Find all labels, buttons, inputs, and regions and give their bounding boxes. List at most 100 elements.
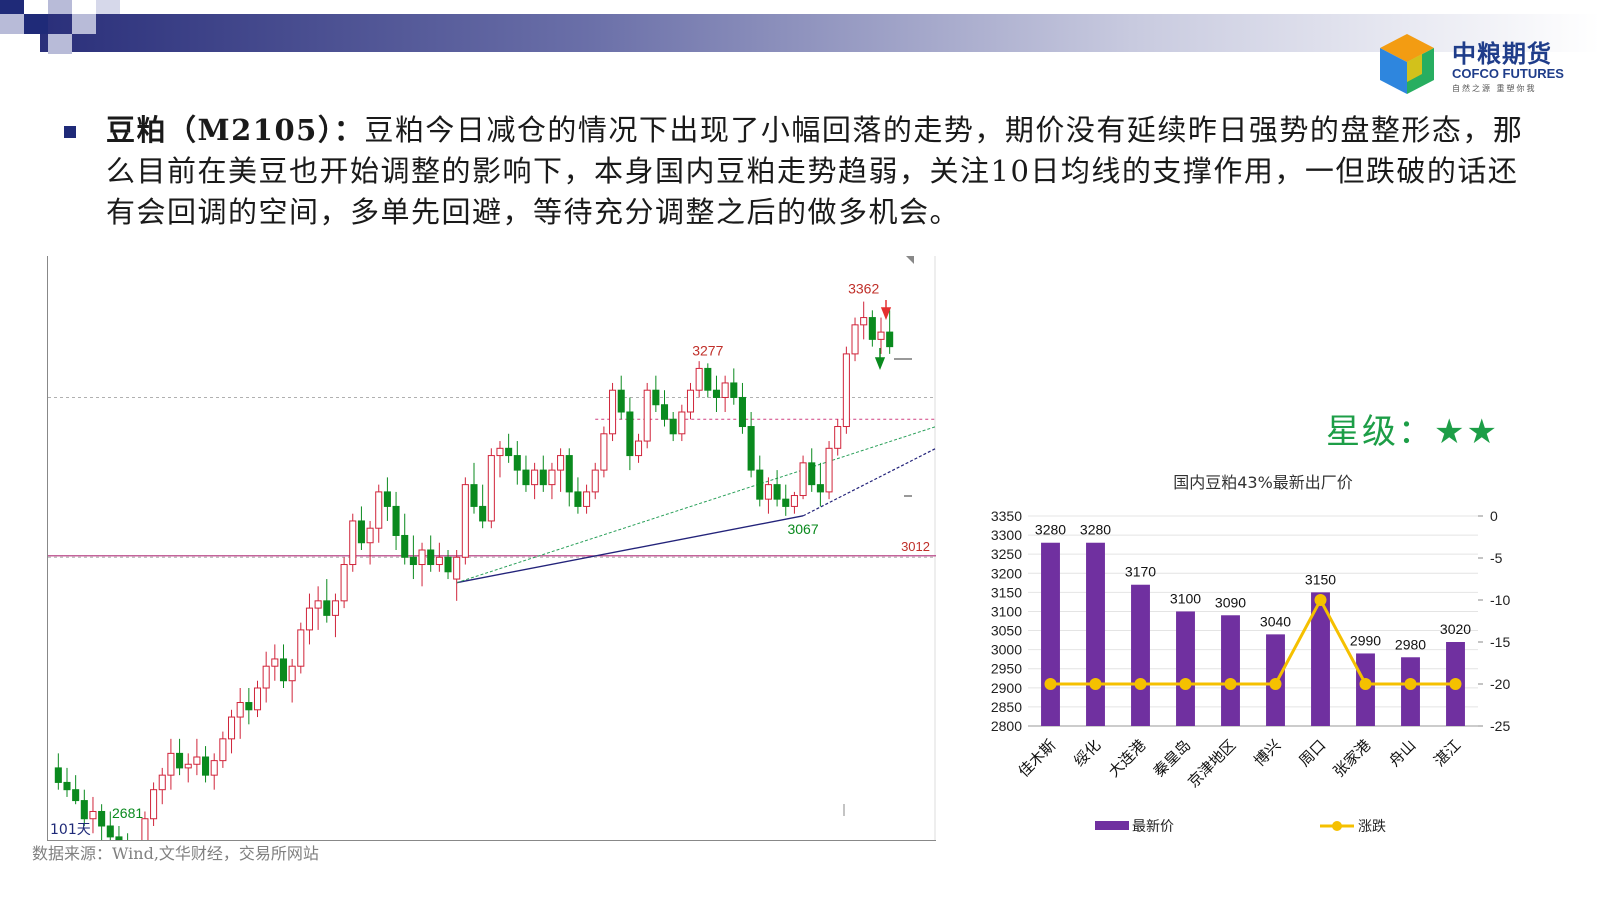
candle-body: [617, 389, 625, 413]
candle-body: [314, 600, 322, 609]
candle-body: [453, 556, 461, 580]
y-tick-label: 3300: [991, 527, 1022, 543]
bar-value-label: 2980: [1395, 636, 1426, 652]
candle-body: [660, 404, 669, 420]
price-bar: [1311, 592, 1330, 726]
y-tick-label: 2950: [991, 661, 1022, 677]
change-point: [1179, 678, 1192, 690]
bar-value-label: 3040: [1260, 613, 1291, 629]
candle-body: [479, 505, 487, 522]
price-annotation: 3362: [848, 281, 879, 297]
candle-body: [54, 767, 62, 783]
bar-value-label: 3090: [1215, 594, 1246, 610]
up-arrow-icon: [880, 300, 892, 321]
candle-body: [89, 810, 97, 820]
price-bar: [1041, 542, 1060, 726]
candle-body: [860, 317, 868, 326]
category-label: 周口: [1295, 736, 1329, 770]
price-bar-plot: 国内豆粕43%最新出厂价 3350 3300 3250 3200 3150 3100 3050…: [991, 473, 1511, 835]
category-label: 京津地区: [1184, 736, 1239, 791]
candle-body: [799, 462, 807, 497]
candle-body: [721, 382, 729, 398]
candle-body: [193, 756, 201, 765]
y-tick-label: 3000: [991, 642, 1022, 658]
candle-body: [548, 469, 556, 486]
candle-body: [487, 455, 495, 522]
legend-marker: [1332, 821, 1342, 831]
candlestick-plot: 3012 3362 3277 3067 2681 101天: [48, 256, 937, 863]
rating-label: 星级：: [1326, 412, 1434, 452]
y-tick-label: 3100: [991, 603, 1022, 619]
rating: 星级：★★: [1326, 404, 1499, 453]
candle-body: [695, 367, 703, 391]
candle-body: [366, 527, 374, 544]
down-arrow-icon: [874, 348, 886, 371]
candle-body: [80, 800, 88, 820]
bar-value-label: 3280: [1080, 522, 1111, 538]
banner-square: [48, 0, 72, 14]
y2-tick-label: -5: [1490, 550, 1503, 566]
logo-slogan: 自然之源 重塑你我: [1452, 84, 1537, 93]
price-bar: [1401, 657, 1420, 726]
change-point: [1314, 594, 1327, 606]
candle-body: [158, 774, 166, 791]
price-bar-chart: 国内豆粕43%最新出厂价 3350 3300 3250 3200 3150 3100 3050…: [960, 470, 1550, 870]
category-label: 大连港: [1105, 736, 1150, 781]
candle-body: [747, 426, 755, 471]
candle-body: [825, 447, 833, 493]
candle-body: [98, 810, 106, 827]
candle-body: [583, 491, 591, 507]
banner-square: [48, 34, 72, 54]
candle-body: [401, 534, 409, 558]
candle-body: [626, 411, 634, 457]
change-point: [1269, 678, 1282, 690]
bar-value-label: 3280: [1035, 522, 1066, 538]
candle-body: [461, 484, 469, 558]
logo-chinese-name: 中粮期货: [1452, 40, 1552, 68]
corner-marker-icon: [906, 256, 914, 264]
candle-body: [184, 763, 192, 769]
candle-body: [756, 469, 764, 500]
y-tick-label: 3050: [991, 623, 1022, 639]
change-point: [1089, 678, 1102, 690]
y2-tick-label: -10: [1490, 592, 1510, 608]
candle-body: [557, 455, 565, 471]
candle-body: [730, 382, 738, 398]
change-point: [1134, 678, 1147, 690]
candle-body: [253, 687, 262, 711]
change-point: [1449, 678, 1462, 690]
company-logo: 中粮期货 COFCO FUTURES 自然之源 重塑你我: [1372, 30, 1592, 100]
commentary-title: 豆粕（M2105）：: [106, 113, 365, 147]
candle-body: [72, 789, 80, 802]
candle-body: [357, 520, 365, 544]
candle-body: [427, 549, 435, 566]
header-banner: [0, 0, 1600, 58]
candle-body: [591, 469, 599, 493]
candle-body: [63, 781, 71, 791]
price-bar: [1221, 615, 1240, 726]
trendline-upper: [456, 426, 937, 584]
y2-tick-label: -20: [1490, 676, 1510, 692]
y-tick-label: 2850: [991, 699, 1022, 715]
candle-body: [150, 789, 158, 820]
category-label: 绥化: [1070, 736, 1104, 770]
candle-body: [790, 495, 798, 507]
legend-label: 涨跌: [1358, 819, 1386, 835]
candle-body: [868, 317, 876, 340]
commentary-paragraph: 豆粕（M2105）：豆粕今日减仓的情况下出现了小幅回落的走势，期价没有延续昨日强…: [106, 110, 1546, 233]
logo-cube-icon: [1380, 34, 1434, 94]
candle-body: [375, 491, 383, 529]
legend-label: 最新价: [1132, 819, 1174, 835]
category-label: 佳木斯: [1015, 736, 1060, 781]
candle-body: [435, 556, 443, 566]
candle-body: [513, 455, 521, 471]
candle-body: [167, 752, 175, 776]
candle-body: [271, 658, 279, 667]
y-tick-label: 3350: [991, 508, 1022, 524]
y2-tick-label: -25: [1490, 718, 1510, 734]
y2-tick-label: 0: [1490, 508, 1498, 524]
category-label: 湛江: [1430, 736, 1464, 770]
candle-body: [288, 665, 296, 682]
candle-body: [141, 818, 149, 849]
bar-value-label: 3170: [1125, 564, 1156, 580]
